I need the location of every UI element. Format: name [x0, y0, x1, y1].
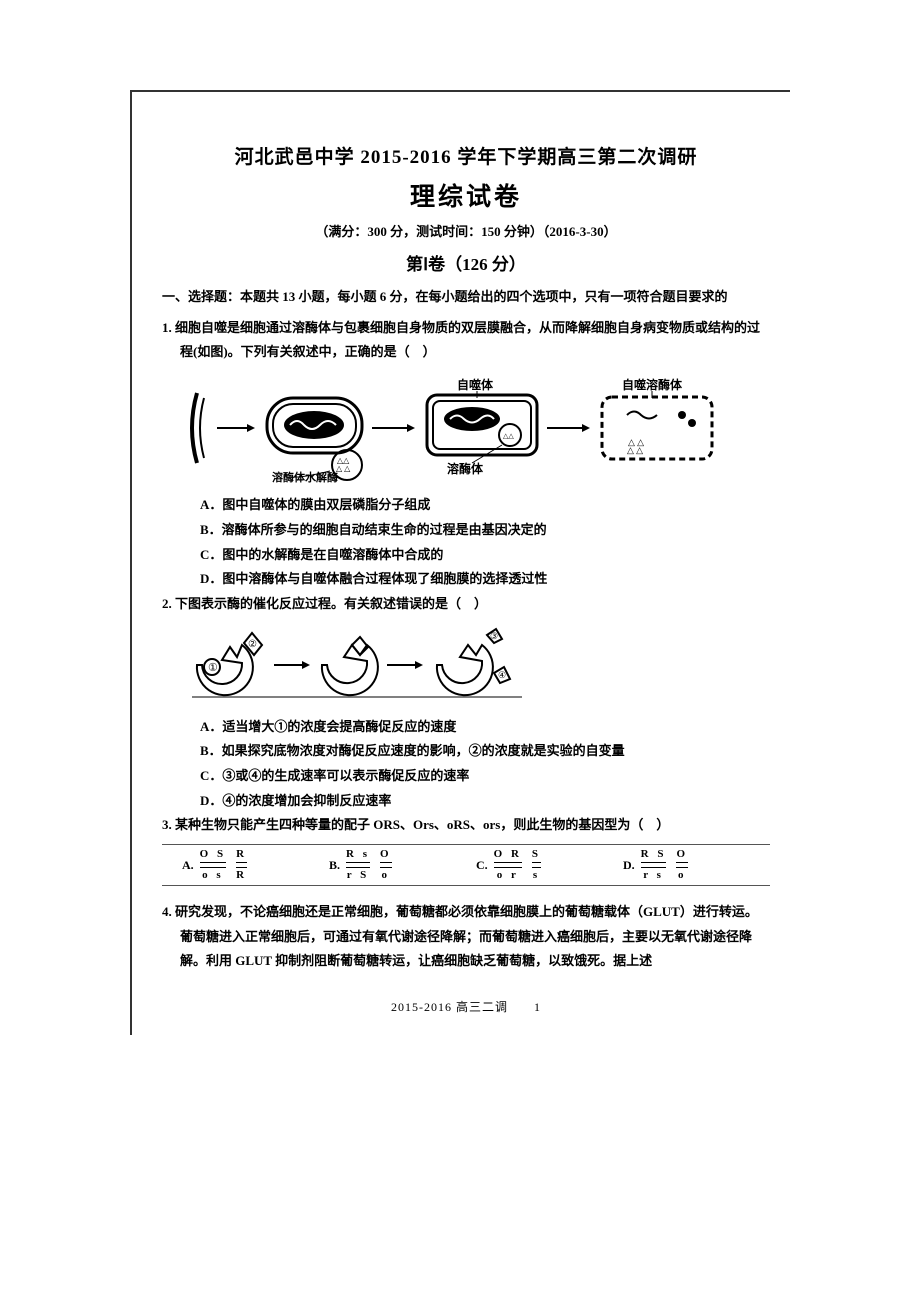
school-title: 河北武邑中学 2015-2016 学年下学期高三第二次调研 [162, 142, 770, 169]
paper-title: 理综试卷 [162, 177, 770, 213]
q2-stem: 2. 下图表示酶的催化反应过程。有关叙述错误的是（ ） [162, 592, 770, 617]
q3-options: A. O So s RR B. R sr S Oo C. O Ro r Ss D… [162, 844, 770, 886]
q3-d-label: D. [623, 858, 635, 873]
svg-text:△△: △△ [503, 432, 514, 440]
svg-text:②: ② [248, 639, 257, 650]
q1-opt-c: C．图中的水解酶是在自噬溶酶体中合成的 [162, 543, 770, 568]
q3-opt-c: C. O Ro r Ss [476, 849, 623, 881]
svg-text:△ △: △ △ [336, 464, 351, 473]
q3-opt-a: A. O So s RR [182, 849, 329, 881]
svg-text:④: ④ [498, 670, 506, 680]
q2-opt-c: C．③或④的生成速率可以表示酶促反应的速率 [162, 764, 770, 789]
q3-stem: 3. 某种生物只能产生四种等量的配子 ORS、Ors、oRS、ors，则此生物的… [162, 813, 770, 838]
instruction: 一、选择题：本题共 13 小题，每小题 6 分，在每小题给出的四个选项中，只有一… [162, 287, 770, 308]
q1-opt-a: A．图中自噬体的膜由双层磷脂分子组成 [162, 493, 770, 518]
q3-c-label: C. [476, 858, 488, 873]
page-footer: 2015-2016 高三二调 1 [162, 998, 770, 1015]
q1-stem: 1. 细胞自噬是细胞通过溶酶体与包裹细胞自身物质的双层膜融合，从而降解细胞自身病… [162, 316, 770, 365]
q2-opt-d: D．④的浓度增加会抑制反应速率 [162, 789, 770, 814]
svg-text:③: ③ [490, 631, 498, 641]
svg-text:△ △: △ △ [627, 445, 643, 455]
q1-figure: △△ △ △ 溶酶体水解酶 自噬体 △△ 溶酶体 自噬溶酶体 [182, 373, 750, 483]
q2-figure: ① ② ③ ④ [182, 625, 750, 705]
q1-opt-b: B．溶酶体所参与的细胞自动结束生命的过程是由基因决定的 [162, 518, 770, 543]
q1-label-autolysosome: 自噬溶酶体 [622, 377, 683, 392]
meta-line: （满分：300 分，测试时间：150 分钟）（2016-3-30） [162, 221, 770, 240]
q1-label-lysosome: 溶酶体 [447, 461, 484, 476]
q3-opt-b: B. R sr S Oo [329, 849, 476, 881]
q3-a-label: A. [182, 858, 194, 873]
q3-b-label: B. [329, 858, 340, 873]
q1-label-autophagosome: 自噬体 [457, 377, 494, 392]
q1-opt-d: D．图中溶酶体与自噬体融合过程体现了细胞膜的选择透过性 [162, 567, 770, 592]
q4-stem: 4. 研究发现，不论癌细胞还是正常细胞，葡萄糖都必须依靠细胞膜上的葡萄糖载体（G… [162, 900, 770, 974]
q3-opt-d: D. R Sr s Oo [623, 849, 770, 881]
q2-opt-b: B．如果探究底物浓度对酶促反应速度的影响，②的浓度就是实验的自变量 [162, 739, 770, 764]
svg-text:①: ① [208, 662, 218, 674]
q2-opt-a: A．适当增大①的浓度会提高酶促反应的速度 [162, 715, 770, 740]
section-header: 第Ⅰ卷（126 分） [162, 250, 770, 275]
page-frame: 河北武邑中学 2015-2016 学年下学期高三第二次调研 理综试卷 （满分：3… [130, 90, 790, 1035]
